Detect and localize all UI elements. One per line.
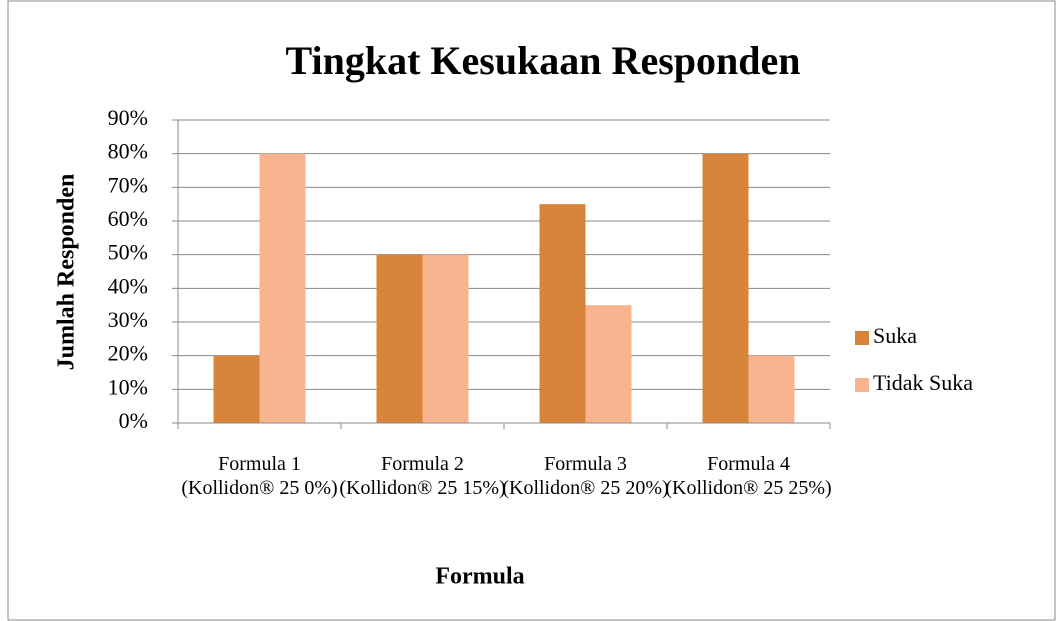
x-tick-label: Formula 3 (Kollidon® 25 20%) xyxy=(502,453,669,499)
y-tick-label: 20% xyxy=(108,341,148,366)
legend-label: Tidak Suka xyxy=(873,370,973,395)
x-tick-label: Formula 2 (Kollidon® 25 15%) xyxy=(339,453,506,499)
bar xyxy=(585,305,632,423)
y-axis-title: Jumlah Responden xyxy=(54,174,80,371)
bar xyxy=(748,355,795,423)
bar xyxy=(702,153,749,423)
y-tick-label: 70% xyxy=(108,172,148,197)
x-axis-title: Formula xyxy=(435,564,524,590)
x-tick-label: Formula 4 (Kollidon® 25 25%) xyxy=(665,453,832,499)
y-tick-label: 10% xyxy=(108,374,148,399)
bar xyxy=(213,355,260,423)
legend-swatch xyxy=(855,378,869,392)
bar xyxy=(259,153,306,423)
y-tick-label: 0% xyxy=(119,408,148,433)
frame xyxy=(7,0,1056,621)
y-tick-label: 40% xyxy=(108,273,148,298)
legend-label: Suka xyxy=(873,323,917,348)
y-tick-label: 90% xyxy=(108,105,148,130)
bar xyxy=(376,254,423,423)
x-tick-label: Formula 1 (Kollidon® 25 0%) xyxy=(181,453,338,499)
y-tick-label: 80% xyxy=(108,139,148,164)
chart-title: Tingkat Kesukaan Responden xyxy=(286,38,801,83)
bar xyxy=(422,254,469,423)
legend-swatch xyxy=(855,331,869,345)
y-tick-label: 30% xyxy=(108,307,148,332)
y-tick-label: 60% xyxy=(108,206,148,231)
y-tick-label: 50% xyxy=(108,240,148,265)
bar xyxy=(539,204,586,423)
